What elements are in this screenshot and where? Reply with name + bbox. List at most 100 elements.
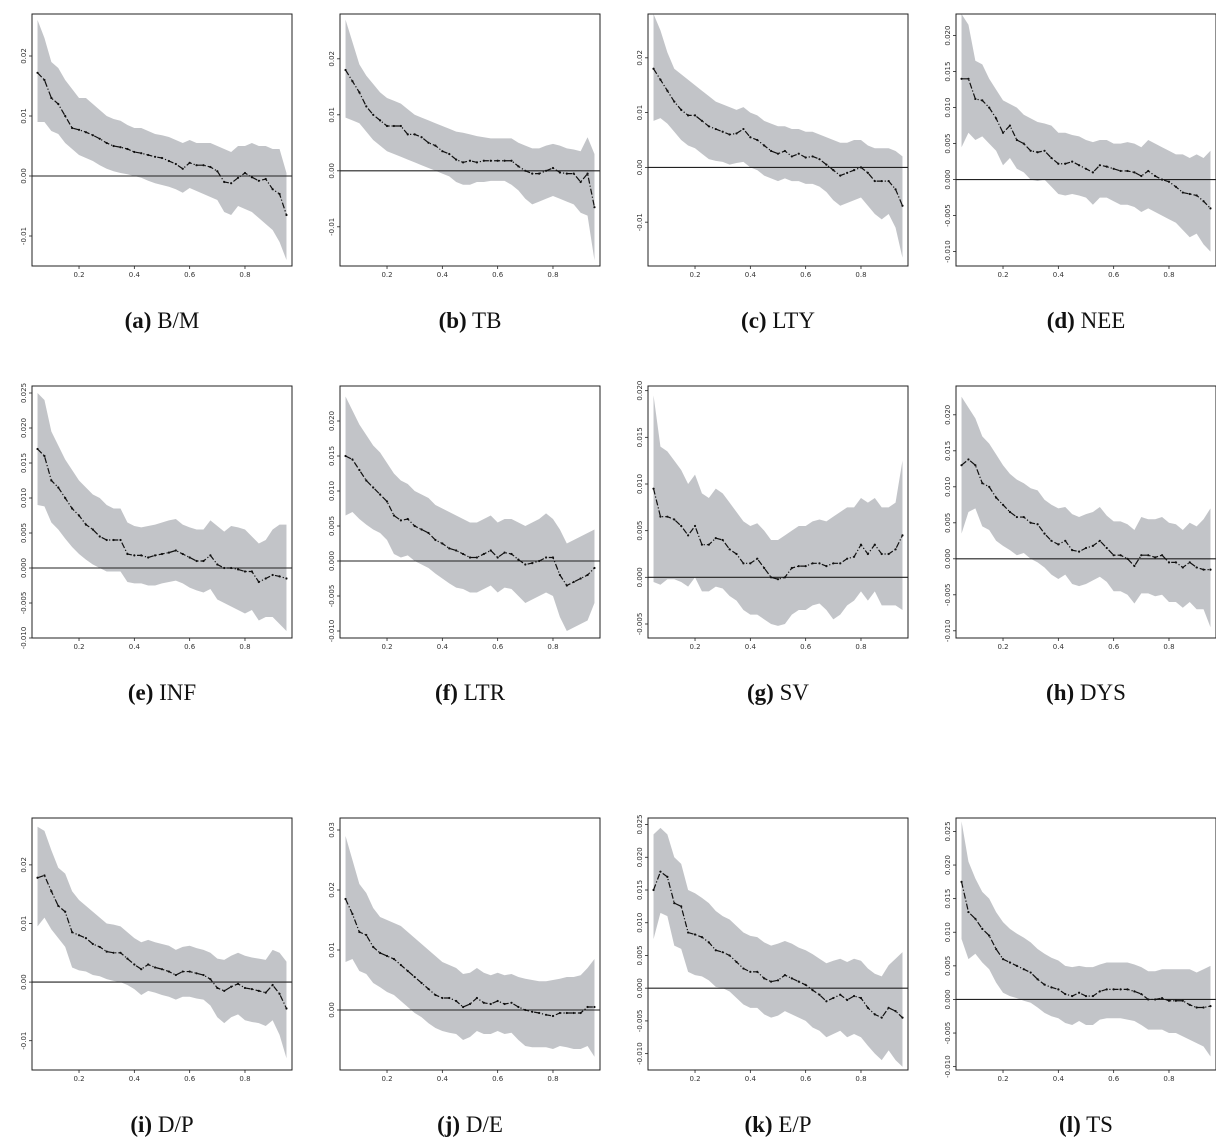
y-tick-label: -0.01 xyxy=(20,227,28,245)
panel-caption: (d) NEE xyxy=(966,308,1206,334)
y-tick-label: 0.010 xyxy=(328,481,336,501)
estimate-point xyxy=(714,949,717,952)
y-tick-label: -0.010 xyxy=(944,1055,952,1078)
y-tick-label: 0.015 xyxy=(636,427,644,447)
estimate-point xyxy=(105,538,108,542)
estimate-point xyxy=(873,543,876,546)
panel-caption-name: DYS xyxy=(1079,680,1126,705)
x-tick-label: 0.6 xyxy=(184,643,196,651)
estimate-point xyxy=(392,957,396,961)
estimate-point xyxy=(551,1014,555,1018)
estimate-point xyxy=(700,936,704,939)
estimate-point xyxy=(496,556,499,559)
estimate-point xyxy=(783,973,787,977)
estimate-point xyxy=(278,575,281,578)
estimate-point xyxy=(880,1016,883,1019)
estimate-point xyxy=(1188,1003,1191,1006)
panel-caption-name: TS xyxy=(1086,1112,1113,1137)
estimate-point xyxy=(894,548,897,551)
chart-panel-4: 0.2 0.4 0.6 0.8 -0.010 -0.005 0.000 0.005 0.010 0… xyxy=(944,13,1216,279)
y-tick-label: 0.015 xyxy=(20,453,28,473)
estimate-point xyxy=(839,562,842,565)
x-tick-label: 0.2 xyxy=(381,1075,392,1083)
estimate-point xyxy=(551,556,555,559)
estimate-point xyxy=(358,468,361,472)
estimate-point xyxy=(1112,554,1115,557)
estimate-point xyxy=(441,150,444,153)
estimate-point xyxy=(873,1013,876,1016)
estimate-point xyxy=(673,518,676,521)
y-tick-label: 0.015 xyxy=(636,880,644,900)
chart-panel-10: 0.2 0.4 0.6 0.8 0.00 0.01 0.02 0.03 xyxy=(328,817,601,1083)
estimate-point xyxy=(859,996,863,1000)
estimate-point xyxy=(105,950,108,953)
estimate-point xyxy=(216,170,219,173)
x-tick-label: 0.4 xyxy=(129,643,141,651)
estimate-point xyxy=(981,482,984,485)
estimate-point xyxy=(960,880,963,883)
estimate-point xyxy=(880,552,883,556)
estimate-point xyxy=(517,1005,520,1009)
estimate-point xyxy=(1154,556,1157,559)
y-tick-label: 0.02 xyxy=(20,48,28,64)
estimate-point xyxy=(1105,546,1108,550)
estimate-point xyxy=(901,1016,904,1019)
estimate-point xyxy=(1036,151,1039,154)
estimate-point xyxy=(64,114,67,118)
estimate-point xyxy=(420,528,423,531)
estimate-point xyxy=(887,1006,890,1009)
estimate-point xyxy=(140,152,143,155)
estimate-point xyxy=(133,150,136,154)
estimate-point xyxy=(783,149,787,153)
estimate-point xyxy=(230,985,233,988)
estimate-point xyxy=(43,78,46,82)
estimate-point xyxy=(406,969,409,973)
estimate-point xyxy=(119,538,122,542)
estimate-point xyxy=(700,543,704,546)
estimate-point xyxy=(372,486,375,489)
estimate-point xyxy=(84,131,88,134)
estimate-point xyxy=(531,562,534,565)
estimate-point xyxy=(84,937,88,940)
estimate-point xyxy=(1029,971,1032,974)
estimate-point xyxy=(538,559,541,563)
x-tick-label: 0.2 xyxy=(73,271,84,279)
estimate-point xyxy=(1036,978,1039,981)
x-tick-label: 0.4 xyxy=(1053,271,1065,279)
estimate-point xyxy=(160,552,164,556)
x-tick-label: 0.2 xyxy=(689,271,700,279)
estimate-point xyxy=(223,989,226,992)
estimate-point xyxy=(579,1011,582,1015)
estimate-point xyxy=(468,556,472,559)
x-tick-label: 0.6 xyxy=(1108,1075,1120,1083)
plot-frame xyxy=(31,817,293,1071)
estimate-point xyxy=(461,161,465,164)
estimate-point xyxy=(448,152,451,156)
y-tick-label: -0.010 xyxy=(944,620,952,643)
estimate-point xyxy=(71,507,74,510)
estimate-point xyxy=(365,479,368,482)
x-tick-label: 0.8 xyxy=(547,643,558,651)
estimate-point xyxy=(351,912,354,916)
estimate-point xyxy=(714,537,717,540)
y-tick-label: 0.00 xyxy=(20,974,28,990)
estimate-point xyxy=(379,493,382,496)
estimate-point xyxy=(1202,200,1205,203)
panel-caption-letter: (j) xyxy=(437,1112,461,1137)
estimate-point xyxy=(271,573,274,577)
x-tick-label: 0.6 xyxy=(492,1075,504,1083)
estimate-point xyxy=(846,998,849,1002)
estimate-point xyxy=(264,991,267,994)
estimate-point xyxy=(524,169,527,172)
estimate-point xyxy=(379,951,382,955)
y-tick-label: 0.025 xyxy=(944,821,952,841)
x-tick-label: 0.6 xyxy=(800,271,812,279)
x-tick-label: 0.8 xyxy=(239,1075,250,1083)
estimate-point xyxy=(852,169,856,172)
estimate-point xyxy=(572,172,575,175)
estimate-point xyxy=(372,113,375,116)
x-tick-label: 0.4 xyxy=(745,271,757,279)
estimate-point xyxy=(64,496,67,500)
x-tick-label: 0.8 xyxy=(239,643,250,651)
chart-panel-1: 0.2 0.4 0.6 0.8 -0.01 0.00 0.01 0.02 xyxy=(20,13,293,279)
